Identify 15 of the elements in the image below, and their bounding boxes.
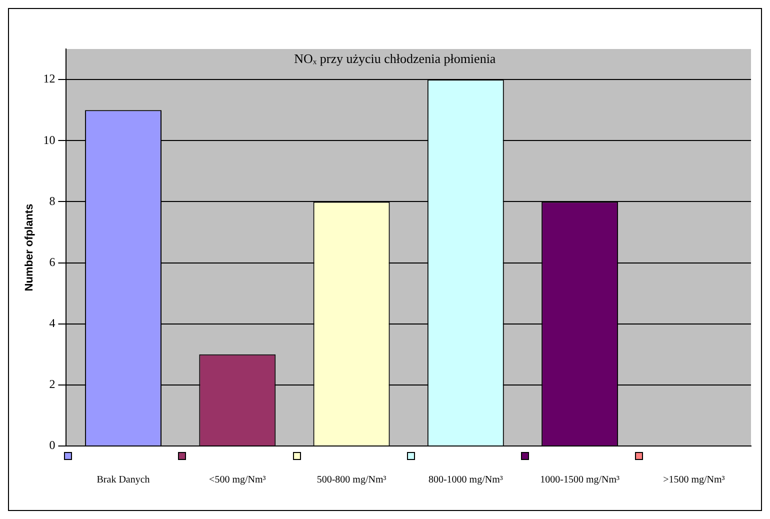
- y-axis-title: Number ofplants: [24, 204, 36, 292]
- y-tick-label: 4: [49, 316, 56, 330]
- x-tick-label: 800-1000 mg/Nm³: [428, 474, 503, 486]
- y-tick-label: 6: [49, 254, 56, 269]
- x-tick-label: 1000-1500 mg/Nm³: [540, 474, 620, 486]
- x-tick-label: >1500 mg/Nm³: [663, 474, 725, 486]
- y-tick-label: 2: [49, 377, 56, 392]
- y-tick-label: 0: [49, 438, 56, 452]
- x-tick-label: <500 mg/Nm³: [209, 474, 266, 486]
- x-tick-label: Brak Danych: [96, 474, 150, 486]
- y-tick-label: 10: [43, 132, 56, 147]
- chart-title: NOₓ przy użyciu chłodzenia płomienia: [294, 50, 496, 66]
- x-tick-label: 500-800 mg/Nm³: [316, 474, 386, 486]
- y-tick-label: 8: [49, 194, 56, 208]
- y-tick-label: 12: [43, 72, 56, 86]
